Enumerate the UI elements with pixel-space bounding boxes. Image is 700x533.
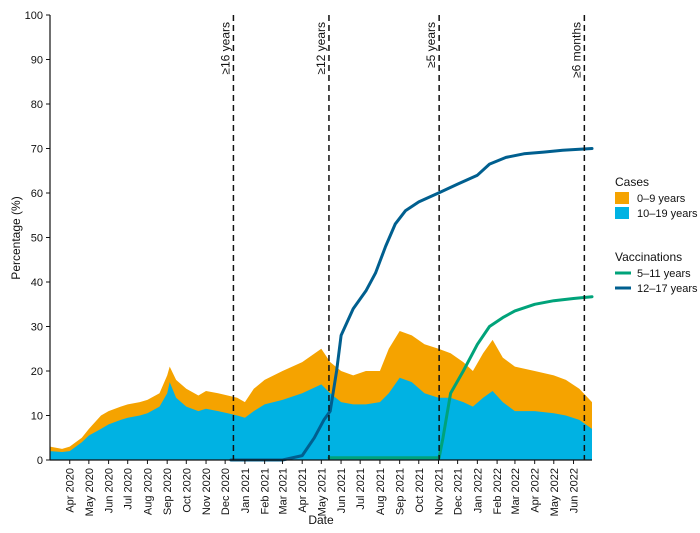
legend-label-0-0: 0–9 years <box>637 193 686 205</box>
y-tick-label-100: 100 <box>25 10 43 22</box>
y-tick-label-30: 30 <box>31 322 43 334</box>
legend-label-1-0: 5–11 years <box>637 268 691 280</box>
legend-label-0-1: 10–19 years <box>637 208 698 220</box>
x-tick-label-6: Oct 2020 <box>181 468 193 513</box>
x-tick-label-26: Jun 2022 <box>569 468 581 513</box>
x-tick-label-23: Mar 2022 <box>510 468 522 514</box>
axis-layer: 0 10 20 30 40 50 60 70 80 90 100 Apr 2020 May 2020 Ju… <box>25 10 592 516</box>
line-vaccinations-12-17-years <box>229 147 594 462</box>
x-tick-label-17: Sep 2021 <box>395 468 407 515</box>
x-tick-label-10: Feb 2021 <box>260 468 272 514</box>
x-tick-label-15: Jul 2021 <box>355 468 367 510</box>
x-tick-label-16: Aug 2021 <box>375 468 387 515</box>
legend-swatch-0-0 <box>615 192 629 204</box>
x-tick-label-2: Jun 2020 <box>104 468 116 513</box>
annotation-label-3: ≥6 months <box>569 22 583 78</box>
y-tick-label-20: 20 <box>31 366 43 378</box>
x-tick-label-19: Nov 2021 <box>434 468 446 515</box>
y-tick-label-80: 80 <box>31 99 43 111</box>
y-tick-label-90: 90 <box>31 55 43 67</box>
legend: Cases 0–9 years 10–19 years Vaccinations 5–1… <box>615 175 698 295</box>
y-tick-label-10: 10 <box>31 411 43 423</box>
legend-swatch-0-1 <box>615 207 629 219</box>
x-tick-label-9: Jan 2021 <box>240 468 252 513</box>
y-tick-label-40: 40 <box>31 277 43 289</box>
line-layer <box>229 147 594 462</box>
area-cases-10-19-years <box>50 377 592 460</box>
x-tick-label-4: Aug 2020 <box>142 468 154 515</box>
x-tick-label-25: May 2022 <box>549 468 561 516</box>
y-tick-label-70: 70 <box>31 144 43 156</box>
x-axis-title: Date <box>308 513 334 527</box>
x-tick-label-21: Jan 2022 <box>472 468 484 513</box>
y-axis-title: Percentage (%) <box>9 196 23 279</box>
x-tick-label-20: Dec 2021 <box>453 468 465 515</box>
x-tick-label-3: Jul 2020 <box>123 468 135 510</box>
x-tick-label-14: Jun 2021 <box>336 468 348 513</box>
annotation-label-2: ≥5 years <box>424 22 438 68</box>
x-tick-label-5: Sep 2020 <box>162 468 174 515</box>
x-tick-label-1: May 2020 <box>84 468 96 516</box>
legend-label-1-1: 12–17 years <box>637 283 698 295</box>
annotation-layer: ≥16 years ≥12 years ≥5 years ≥6 months <box>218 15 586 460</box>
annotation-label-0: ≥16 years <box>218 22 232 75</box>
x-tick-label-7: Nov 2020 <box>201 468 213 515</box>
annotation-label-1: ≥12 years <box>314 22 328 75</box>
x-tick-label-22: Feb 2022 <box>492 468 504 514</box>
line-vaccinations-5-11-years <box>327 295 594 460</box>
x-tick-label-24: Apr 2022 <box>530 468 542 513</box>
x-tick-label-0: Apr 2020 <box>65 468 77 513</box>
legend-title-0: Cases <box>615 175 649 189</box>
x-tick-label-13: May 2021 <box>316 468 328 516</box>
x-tick-label-12: Apr 2021 <box>297 468 309 513</box>
x-tick-label-11: Mar 2021 <box>278 468 290 514</box>
y-tick-label-0: 0 <box>37 455 43 467</box>
x-tick-label-8: Dec 2020 <box>220 468 232 515</box>
area-layer <box>50 331 592 460</box>
y-tick-label-50: 50 <box>31 233 43 245</box>
legend-title-1: Vaccinations <box>615 250 682 264</box>
y-tick-label-60: 60 <box>31 188 43 200</box>
x-tick-label-18: Oct 2021 <box>414 468 426 513</box>
